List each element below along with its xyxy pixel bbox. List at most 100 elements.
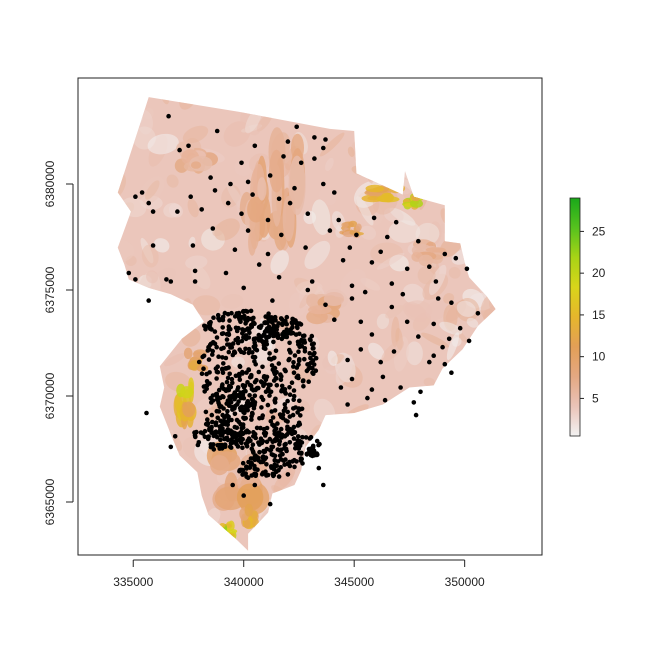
data-point — [291, 360, 296, 365]
raster-cell — [88, 179, 117, 197]
data-point — [382, 397, 388, 403]
data-point — [305, 287, 311, 293]
raster-cell — [531, 516, 548, 522]
data-point — [276, 321, 281, 326]
data-point — [228, 326, 233, 332]
data-point — [246, 429, 252, 435]
data-point — [273, 318, 278, 323]
raster-cell — [494, 215, 496, 238]
raster-cell — [453, 97, 465, 103]
data-point — [449, 300, 454, 306]
raster-patch — [219, 523, 226, 528]
data-point — [215, 364, 220, 370]
raster-cell — [429, 264, 447, 296]
data-point — [303, 435, 309, 440]
data-point — [267, 356, 272, 362]
data-point — [312, 453, 317, 458]
data-point — [259, 405, 264, 410]
raster-cell — [446, 332, 460, 361]
raster-cell — [514, 317, 546, 352]
data-point — [243, 407, 249, 413]
data-point — [222, 442, 228, 448]
raster-cell — [73, 428, 102, 467]
raster-cell — [92, 413, 118, 437]
data-point — [273, 348, 279, 354]
data-point — [307, 450, 312, 455]
data-point — [214, 376, 219, 381]
raster-cell — [467, 473, 481, 490]
data-point — [248, 456, 254, 461]
x-tick-label: 350000 — [445, 575, 485, 589]
raster-patch — [225, 532, 231, 542]
data-point — [209, 327, 214, 332]
data-point — [243, 415, 248, 421]
raster-cell — [475, 115, 496, 145]
raster-cell — [257, 78, 279, 92]
data-point — [282, 462, 287, 467]
raster-patch — [349, 230, 356, 235]
data-point — [323, 137, 328, 142]
data-point — [259, 338, 264, 344]
data-point — [294, 324, 300, 330]
data-point — [289, 320, 295, 325]
raster-cell — [146, 270, 159, 284]
data-point — [260, 413, 266, 418]
data-point — [195, 442, 201, 448]
data-point — [287, 200, 293, 206]
y-tick-label: 6375000 — [43, 266, 57, 313]
data-point — [240, 383, 246, 388]
data-point — [279, 232, 284, 238]
data-point — [293, 442, 298, 447]
raster-patch — [243, 518, 251, 529]
data-point — [276, 468, 281, 473]
raster-cell — [79, 340, 110, 369]
data-point — [221, 386, 227, 392]
data-point — [266, 382, 272, 388]
y-axis: 6365000 6370000 6375000 6380000 — [43, 160, 74, 525]
data-point — [126, 270, 132, 276]
data-point — [240, 431, 246, 437]
data-point — [245, 475, 251, 481]
data-point — [259, 334, 264, 339]
data-point — [146, 200, 151, 206]
data-point — [270, 367, 276, 373]
raster-cell — [374, 498, 395, 514]
raster-cell — [370, 415, 383, 427]
data-point — [215, 312, 221, 318]
raster-patch — [180, 386, 194, 399]
data-point — [296, 420, 302, 426]
data-point — [214, 128, 220, 134]
data-point — [232, 396, 237, 402]
raster-cell — [347, 146, 355, 157]
data-point — [398, 385, 403, 390]
data-point — [239, 160, 244, 166]
data-point — [287, 463, 293, 469]
data-point — [252, 379, 258, 385]
raster-cell — [446, 511, 459, 527]
raster-cell — [352, 97, 374, 112]
raster-cell — [288, 292, 307, 317]
raster-cell — [482, 457, 496, 479]
raster-cell — [86, 113, 107, 138]
raster-cell — [367, 97, 379, 103]
data-point — [270, 298, 275, 303]
data-point — [245, 315, 251, 321]
data-point — [312, 350, 317, 356]
raster-cell — [457, 364, 469, 376]
raster-cell — [473, 482, 494, 502]
data-point — [247, 330, 252, 336]
data-point — [279, 433, 285, 438]
raster-cell — [528, 451, 537, 466]
data-point — [258, 425, 263, 431]
data-point — [267, 436, 273, 442]
raster-cell — [293, 527, 308, 548]
data-point — [177, 147, 182, 153]
raster-cell — [117, 434, 131, 460]
raster-cell — [90, 128, 112, 154]
data-point — [332, 190, 337, 195]
raster-cell — [406, 112, 417, 123]
data-point — [246, 350, 252, 356]
data-point — [332, 317, 337, 323]
raster-cell — [160, 527, 183, 551]
raster-cell — [487, 195, 495, 219]
